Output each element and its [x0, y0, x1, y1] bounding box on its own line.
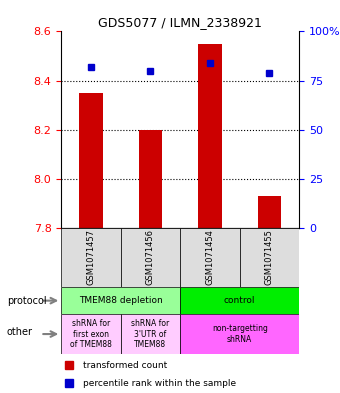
FancyBboxPatch shape — [61, 287, 180, 314]
Text: shRNA for
first exon
of TMEM88: shRNA for first exon of TMEM88 — [70, 319, 112, 349]
Text: shRNA for
3'UTR of
TMEM88: shRNA for 3'UTR of TMEM88 — [131, 319, 170, 349]
Bar — [257, 196, 281, 228]
Bar — [138, 130, 162, 228]
Text: TMEM88 depletion: TMEM88 depletion — [79, 296, 163, 305]
Text: protocol: protocol — [7, 296, 47, 306]
Text: GSM1071454: GSM1071454 — [205, 230, 215, 285]
Bar — [79, 93, 103, 228]
Text: GSM1071456: GSM1071456 — [146, 230, 155, 285]
FancyBboxPatch shape — [240, 228, 299, 287]
Text: non-targetting
shRNA: non-targetting shRNA — [212, 324, 268, 344]
Title: GDS5077 / ILMN_2338921: GDS5077 / ILMN_2338921 — [98, 16, 262, 29]
FancyBboxPatch shape — [121, 228, 180, 287]
FancyBboxPatch shape — [180, 287, 299, 314]
Text: control: control — [224, 296, 255, 305]
Text: percentile rank within the sample: percentile rank within the sample — [83, 379, 236, 387]
Text: GSM1071457: GSM1071457 — [86, 230, 96, 285]
FancyBboxPatch shape — [180, 228, 240, 287]
FancyBboxPatch shape — [61, 314, 121, 354]
Bar — [198, 44, 222, 228]
Text: other: other — [7, 327, 33, 337]
Text: transformed count: transformed count — [83, 361, 167, 370]
FancyBboxPatch shape — [121, 314, 180, 354]
FancyBboxPatch shape — [61, 228, 121, 287]
Text: GSM1071455: GSM1071455 — [265, 230, 274, 285]
FancyBboxPatch shape — [180, 314, 299, 354]
